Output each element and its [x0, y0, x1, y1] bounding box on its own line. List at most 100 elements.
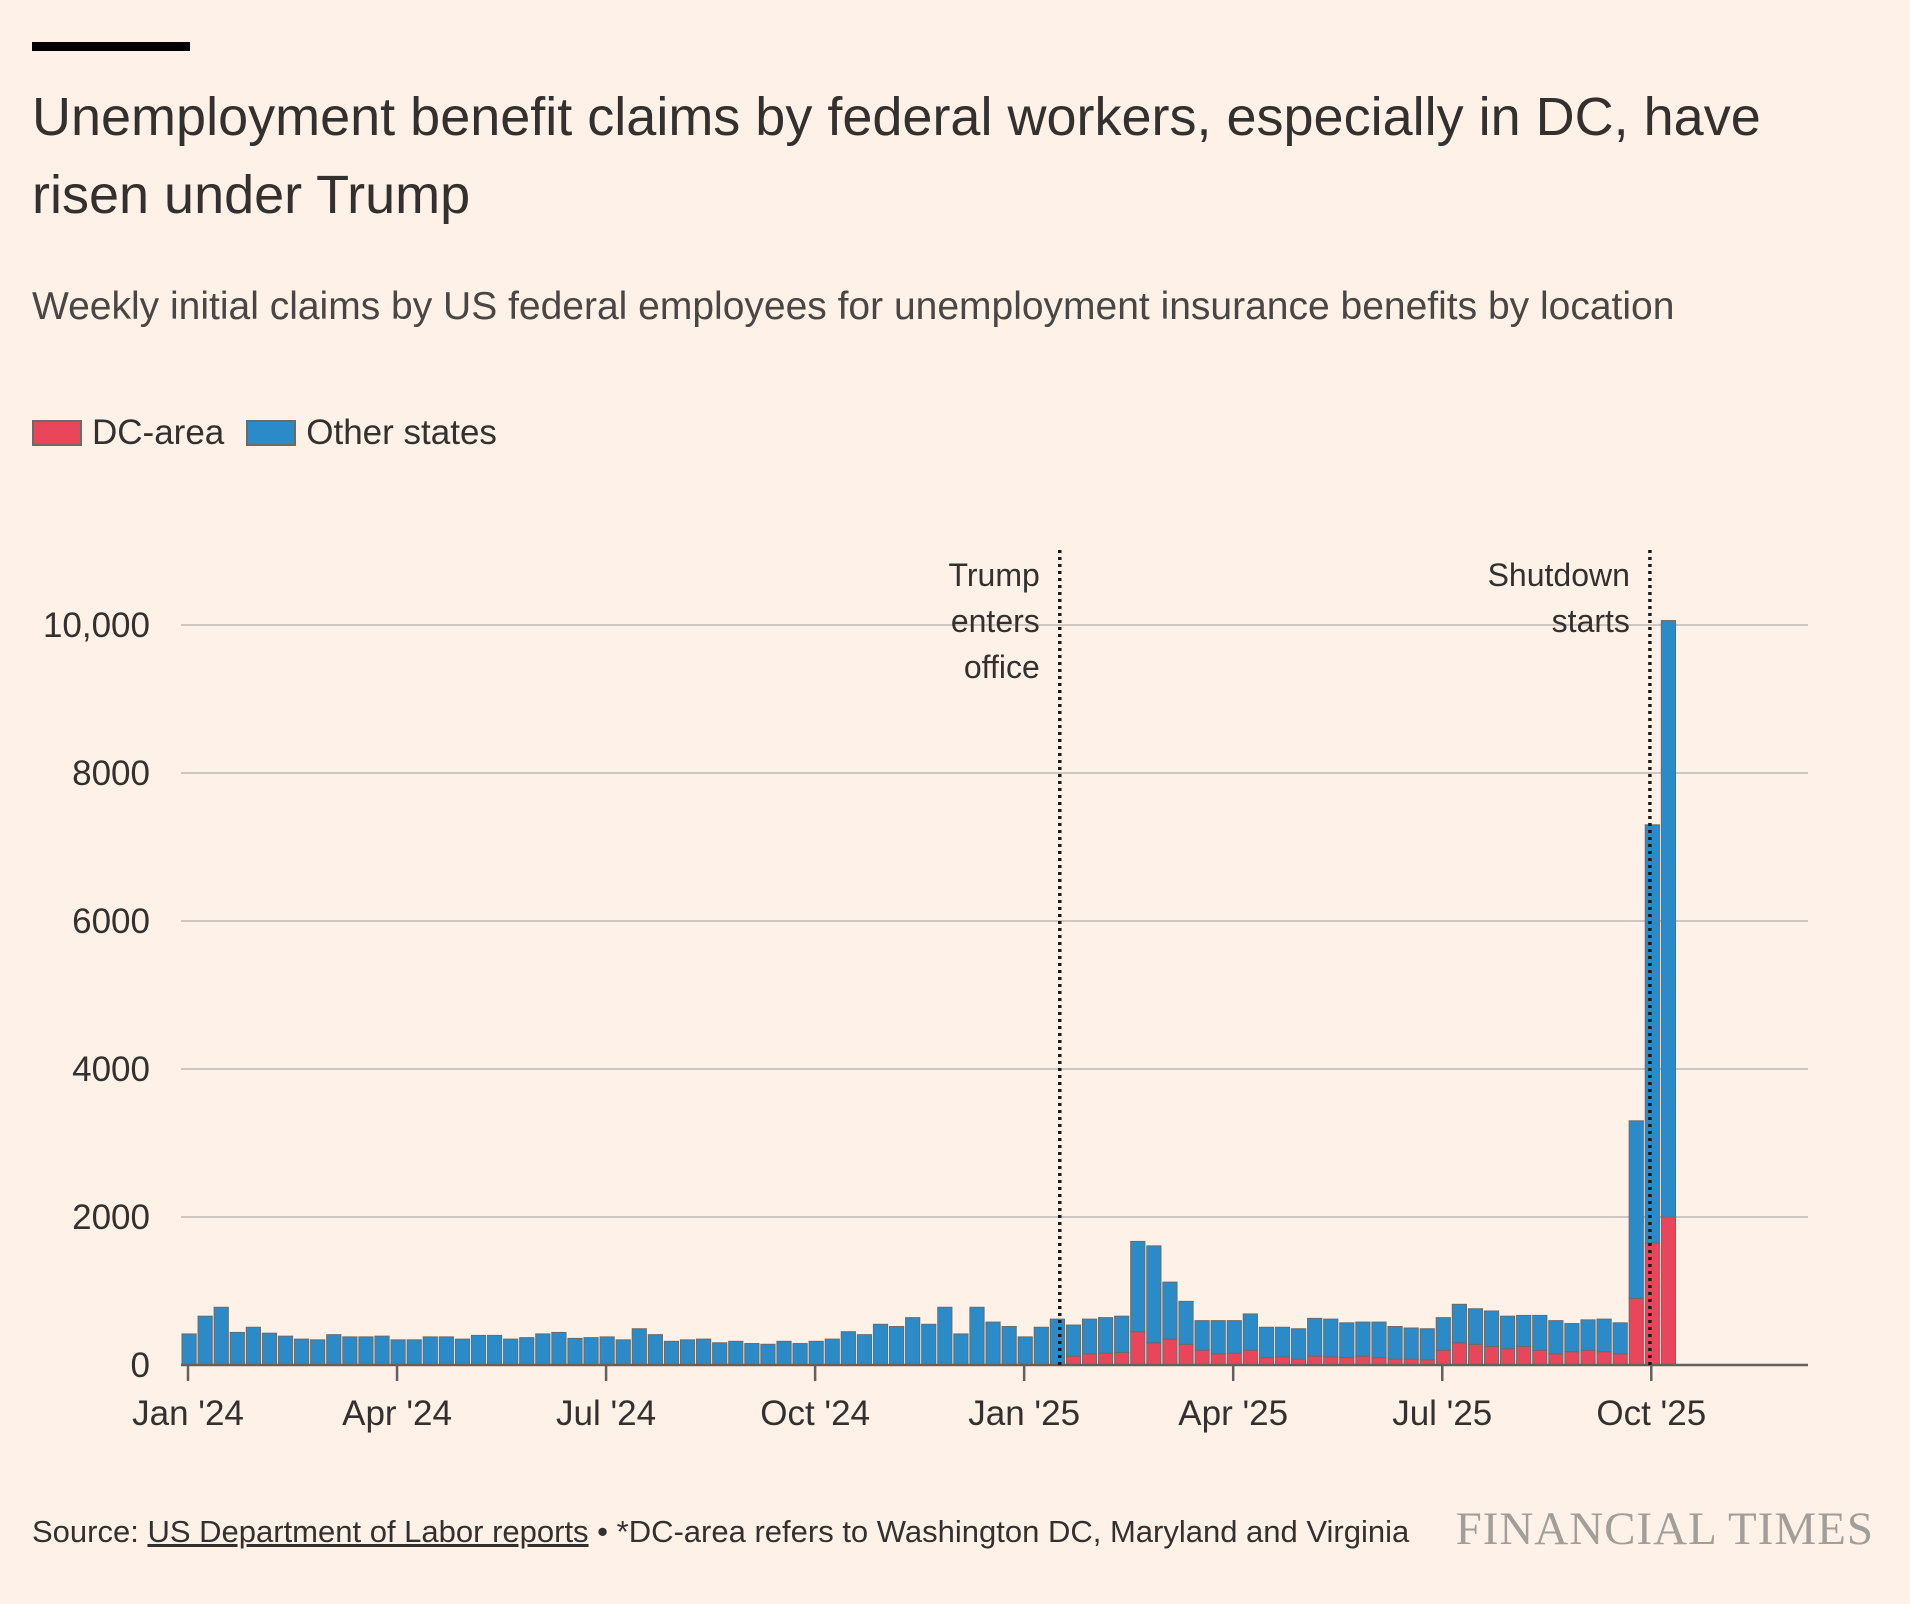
- bar-dc-area: [1532, 1349, 1548, 1366]
- bar-other-states: [326, 1334, 342, 1366]
- chart-subtitle: Weekly initial claims by US federal empl…: [32, 285, 1675, 328]
- x-tick-label: Apr '25: [1178, 1394, 1288, 1433]
- bar-other-states: [229, 1331, 245, 1366]
- bar-other-states: [213, 1306, 229, 1366]
- legend: DC-area Other states: [32, 413, 519, 453]
- x-tick-label: Jul '24: [556, 1394, 656, 1433]
- bar-other-states: [197, 1315, 213, 1366]
- y-tick-label: 2000: [72, 1198, 150, 1237]
- bar-other-states: [1371, 1321, 1387, 1359]
- bar-other-states: [1033, 1326, 1049, 1366]
- bar-dc-area: [1516, 1346, 1532, 1366]
- bar-other-states: [1001, 1326, 1017, 1366]
- bar-dc-area: [1146, 1342, 1162, 1366]
- bar-other-states: [358, 1336, 374, 1366]
- bar-dc-area: [1500, 1348, 1516, 1366]
- bar-other-states: [503, 1338, 519, 1366]
- bar-other-states: [1065, 1324, 1082, 1357]
- bar-other-states: [1130, 1240, 1146, 1333]
- bar-dc-area: [1210, 1353, 1226, 1366]
- bar-dc-area: [1612, 1353, 1628, 1366]
- bar-other-states: [1307, 1317, 1323, 1357]
- bar-other-states: [1451, 1303, 1467, 1344]
- bar-dc-area: [1596, 1351, 1612, 1366]
- bar-other-states: [760, 1343, 776, 1366]
- x-tick-label: Apr '24: [342, 1394, 452, 1433]
- bar-other-states: [454, 1338, 471, 1366]
- bar-other-states: [535, 1333, 551, 1366]
- bar-other-states: [1596, 1318, 1612, 1353]
- bar-other-states: [1355, 1321, 1371, 1357]
- chart-title: Unemployment benefit claims by federal w…: [32, 87, 1761, 225]
- legend-item-dc: DC-area: [32, 413, 224, 453]
- legend-item-other: Other states: [246, 413, 497, 453]
- x-tick-label: Oct '25: [1596, 1394, 1706, 1433]
- bar-other-states: [1500, 1315, 1516, 1350]
- bar-dc-area: [1467, 1343, 1484, 1366]
- bar-other-states: [985, 1321, 1001, 1366]
- bar-other-states: [1323, 1318, 1339, 1358]
- bar-other-states: [1178, 1300, 1194, 1345]
- bar-dc-area: [1628, 1297, 1644, 1366]
- bar-other-states: [1419, 1328, 1435, 1361]
- legend-swatch-other: [246, 420, 297, 446]
- bar-dc-area: [1242, 1349, 1258, 1366]
- bar-dc-area: [1065, 1355, 1082, 1366]
- bar-dc-area: [1548, 1353, 1564, 1366]
- y-tick-label: 6000: [72, 902, 150, 941]
- bar-other-states: [1098, 1317, 1114, 1354]
- annotation-text: office: [964, 649, 1040, 685]
- bar-other-states: [1290, 1328, 1307, 1360]
- bar-dc-area: [1307, 1355, 1323, 1366]
- bar-dc-area: [1355, 1355, 1371, 1366]
- annotation-text: Shutdown: [1488, 557, 1630, 593]
- bar-other-states: [953, 1333, 969, 1366]
- bar-other-states: [486, 1334, 503, 1366]
- source-link[interactable]: US Department of Labor reports: [147, 1514, 589, 1549]
- bar-other-states: [1226, 1320, 1242, 1354]
- bar-other-states: [1162, 1281, 1178, 1340]
- bar-dc-area: [1564, 1351, 1580, 1366]
- source-note: • *DC-area refers to Washington DC, Mary…: [588, 1514, 1410, 1549]
- bar-other-states: [1210, 1320, 1226, 1355]
- bar-other-states: [663, 1340, 680, 1366]
- bar-other-states: [1548, 1320, 1564, 1355]
- bar-other-states: [1628, 1120, 1644, 1299]
- bar-dc-area: [1130, 1331, 1146, 1366]
- bar-other-states: [519, 1337, 535, 1366]
- bar-dc-area: [1178, 1343, 1194, 1366]
- bar-other-states: [390, 1339, 406, 1366]
- bar-other-states: [1274, 1326, 1291, 1358]
- bar-other-states: [615, 1339, 631, 1366]
- bar-other-states: [872, 1323, 889, 1366]
- bar-other-states: [1339, 1322, 1355, 1359]
- legend-swatch-dc: [32, 420, 82, 446]
- bar-other-states: [1644, 824, 1660, 1244]
- annotation-text: Trump: [949, 557, 1040, 593]
- bar-other-states: [1532, 1314, 1548, 1351]
- bar-other-states: [905, 1317, 921, 1366]
- ft-logo: FINANCIAL TIMES: [1455, 1503, 1874, 1555]
- bar-other-states: [1049, 1318, 1065, 1366]
- bar-other-states: [374, 1335, 390, 1366]
- bar-other-states: [599, 1336, 615, 1366]
- bar-other-states: [840, 1331, 856, 1366]
- top-rule: [32, 42, 190, 51]
- bar-other-states: [1612, 1322, 1628, 1355]
- bar-other-states: [776, 1340, 792, 1366]
- x-tick-label: Jan '24: [132, 1394, 244, 1433]
- bar-dc-area: [1226, 1352, 1242, 1366]
- bar-dc-area: [1162, 1338, 1178, 1366]
- source-prefix: Source:: [32, 1514, 148, 1549]
- bar-other-states: [647, 1334, 663, 1366]
- bar-other-states: [712, 1342, 728, 1366]
- y-tick-label: 0: [131, 1346, 150, 1385]
- annotation-text: starts: [1552, 603, 1630, 639]
- bar-other-states: [1467, 1308, 1484, 1345]
- bar-other-states: [1194, 1320, 1210, 1351]
- bar-other-states: [245, 1326, 261, 1366]
- bar-other-states: [1435, 1317, 1451, 1351]
- bar-other-states: [808, 1340, 824, 1366]
- bar-other-states: [1146, 1245, 1162, 1344]
- bar-other-states: [438, 1336, 454, 1366]
